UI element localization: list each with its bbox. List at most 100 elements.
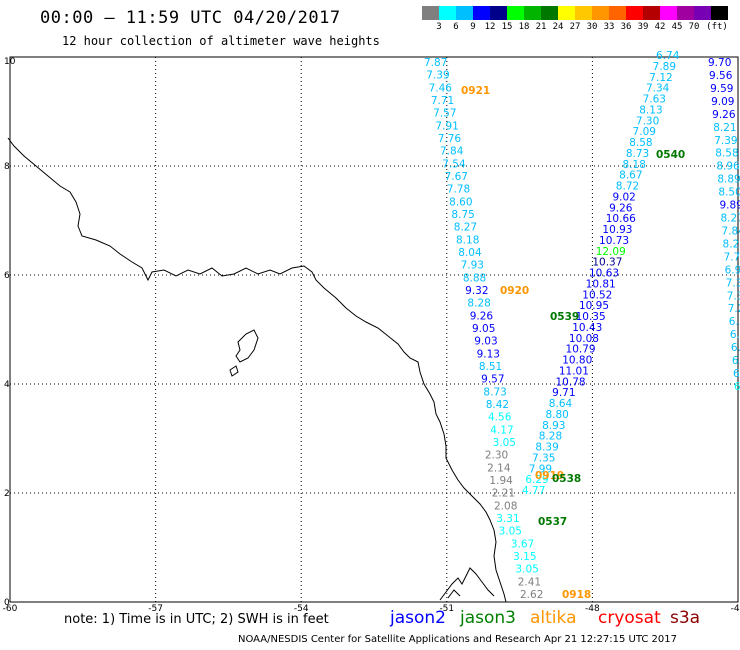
color-scale-label: 33 — [603, 22, 615, 32]
wave-height-value: 9.89 — [719, 200, 740, 212]
wave-height-value: 10.73 — [599, 235, 629, 247]
wave-height-value: 10.63 — [589, 268, 619, 280]
wave-height-value: 2.14 — [487, 462, 511, 474]
wave-height-value: 9.59 — [710, 83, 733, 95]
wave-height-labels: 7.877.397.467.717.577.917.767.847.547.67… — [424, 50, 740, 601]
latitude-tick-label: 2 — [4, 489, 10, 499]
wave-height-value: 6.31 — [734, 381, 740, 393]
color-scale-label: 70 — [688, 22, 700, 32]
wave-height-value: 9.09 — [711, 96, 734, 108]
wave-height-value: 8.96 — [716, 161, 740, 173]
wave-height-value: 3.05 — [499, 526, 522, 538]
wave-height-value: 6.61 — [731, 342, 740, 354]
wave-height-value: 3.31 — [496, 513, 519, 525]
wave-height-value: 8.67 — [619, 170, 642, 182]
color-scale-label: 36 — [620, 22, 632, 32]
wave-height-value: 7.54 — [442, 158, 466, 170]
wave-height-value: 7.34 — [646, 83, 670, 95]
longitude-tick-label: -60 — [3, 604, 18, 614]
wave-height-value: 10.37 — [592, 257, 622, 269]
wave-height-value: 6.74 — [656, 50, 680, 62]
wave-height-value: 8.89 — [717, 174, 740, 186]
latitude-tick-label: 4 — [4, 380, 10, 390]
color-scale-label: 45 — [671, 22, 683, 32]
wave-height-value: 7.91 — [435, 120, 458, 132]
wave-height-value: 9.57 — [481, 374, 504, 386]
wave-height-value: 9.56 — [709, 70, 733, 82]
wave-height-value: 8.64 — [549, 398, 573, 410]
pass-time-label: 0539 — [550, 311, 579, 323]
color-swatch — [626, 6, 643, 20]
wave-height-value: 7.84 — [440, 146, 464, 158]
wave-height-value: 10.93 — [602, 224, 632, 236]
wave-height-value: 8.72 — [616, 181, 639, 193]
wave-height-value: 10.08 — [569, 333, 599, 345]
wave-height-value: 9.71 — [552, 387, 575, 399]
pass-time-label: 0918 — [562, 589, 591, 601]
color-scale-label: 24 — [552, 22, 564, 32]
credits-footer: NOAA/NESDIS Center for Satellite Applica… — [238, 634, 677, 645]
wave-height-value: 6.85 — [732, 355, 740, 367]
longitude-tick-label: -48 — [585, 604, 600, 614]
color-swatch — [643, 6, 660, 20]
wave-height-value: 9.26 — [470, 310, 494, 322]
footnote: note: 1) Time is in UTC; 2) SWH is in fe… — [64, 612, 329, 627]
latitude-tick-label: 10 — [4, 57, 16, 67]
wave-height-value: 10.66 — [606, 213, 636, 225]
satellite-legend-item: s3a — [670, 608, 701, 628]
longitude-tick-label: -45 — [731, 604, 740, 614]
color-scale-label: 15 — [501, 22, 513, 32]
wave-height-value: 9.05 — [472, 323, 495, 335]
wave-height-value: 3.05 — [493, 437, 516, 449]
wave-height-value: 3.05 — [515, 564, 538, 576]
color-swatch — [694, 6, 711, 20]
wave-height-value: 7.12 — [649, 72, 672, 84]
pass-time-label: 0537 — [538, 516, 567, 528]
pass-time-label: 0538 — [552, 473, 581, 485]
wave-height-value: 9.70 — [708, 57, 731, 69]
latitude-tick-label: 8 — [4, 162, 10, 172]
wave-height-value: 10.80 — [562, 355, 592, 367]
wave-height-value: 8.28 — [539, 431, 562, 443]
color-swatch — [575, 6, 592, 20]
coastline-south-america — [7, 137, 507, 603]
wave-height-value: 2.08 — [494, 500, 517, 512]
color-swatch — [490, 6, 507, 20]
satellite-legend-item: jason3 — [460, 608, 516, 628]
pass-time-label: 0920 — [500, 285, 529, 297]
pass-time-label: 0919 — [535, 470, 564, 482]
island-marajo — [235, 329, 259, 363]
pass-time-label: 0540 — [656, 149, 685, 161]
wave-height-value: 8.18 — [456, 234, 479, 246]
wave-height-value: 12.09 — [596, 246, 626, 258]
wave-height-value: 9.26 — [712, 109, 736, 121]
wave-height-value: 7.63 — [643, 94, 666, 106]
wave-height-value: 8.50 — [718, 187, 740, 199]
wave-height-value: 8.73 — [626, 148, 649, 160]
wave-height-value: 8.51 — [479, 361, 502, 373]
longitude-tick-label: -51 — [439, 604, 454, 614]
wave-height-value: 10.52 — [582, 289, 612, 301]
color-scale-label: 12 — [484, 22, 496, 32]
wave-height-value: 7.46 — [429, 82, 453, 94]
wave-height-value: 8.28 — [467, 298, 490, 310]
latitude-tick-label: 6 — [4, 271, 10, 281]
wave-height-value: 9.32 — [465, 285, 488, 297]
color-swatch — [711, 6, 728, 20]
wave-height-value: 9.02 — [612, 191, 635, 203]
color-scale-bar — [422, 6, 728, 20]
wave-height-value: 2.41 — [518, 576, 541, 588]
graticule — [10, 57, 738, 602]
wave-height-value: 8.39 — [535, 442, 558, 454]
wave-height-value: 10.81 — [586, 278, 616, 290]
wave-height-value: 8.13 — [639, 104, 662, 116]
wave-height-value: 11.01 — [559, 365, 589, 377]
color-scale-label: (ft) — [706, 22, 728, 32]
color-scale-label: 39 — [637, 22, 649, 32]
satellite-legend-item: cryosat — [598, 608, 661, 628]
coastline-amazon-delta — [439, 567, 495, 601]
color-swatch — [660, 6, 677, 20]
wave-height-value: 7.39 — [426, 70, 449, 82]
wave-height-value: 10.95 — [579, 300, 609, 312]
